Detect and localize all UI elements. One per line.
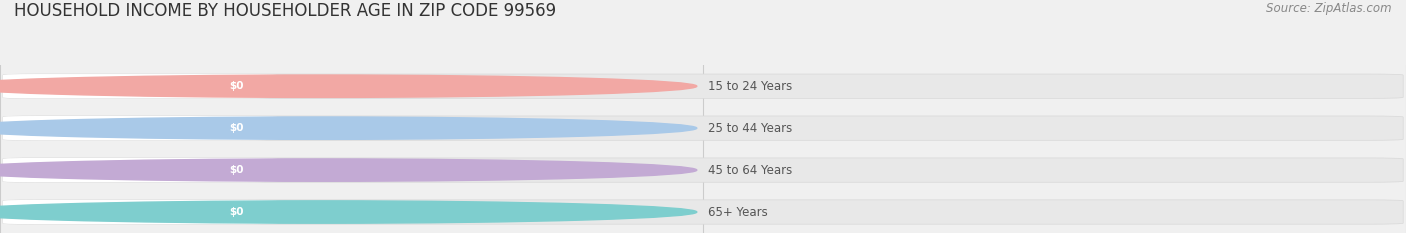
Text: $0: $0 (229, 165, 243, 175)
Circle shape (0, 75, 697, 97)
FancyBboxPatch shape (3, 158, 277, 182)
FancyBboxPatch shape (202, 160, 270, 180)
Circle shape (0, 117, 697, 139)
Circle shape (0, 201, 697, 223)
Text: 15 to 24 Years: 15 to 24 Years (709, 80, 793, 93)
FancyBboxPatch shape (3, 116, 277, 140)
FancyBboxPatch shape (3, 116, 1403, 140)
Text: $0: $0 (229, 123, 243, 133)
FancyBboxPatch shape (3, 200, 277, 224)
FancyBboxPatch shape (3, 74, 277, 98)
FancyBboxPatch shape (202, 76, 270, 96)
Text: 25 to 44 Years: 25 to 44 Years (709, 122, 793, 135)
Text: 45 to 64 Years: 45 to 64 Years (709, 164, 793, 177)
FancyBboxPatch shape (202, 118, 270, 138)
Text: $0: $0 (229, 81, 243, 91)
Text: 65+ Years: 65+ Years (709, 206, 768, 219)
Text: Source: ZipAtlas.com: Source: ZipAtlas.com (1267, 2, 1392, 15)
FancyBboxPatch shape (3, 74, 1403, 98)
FancyBboxPatch shape (3, 200, 1403, 224)
Text: HOUSEHOLD INCOME BY HOUSEHOLDER AGE IN ZIP CODE 99569: HOUSEHOLD INCOME BY HOUSEHOLDER AGE IN Z… (14, 2, 557, 20)
Circle shape (0, 159, 697, 181)
Text: $0: $0 (229, 207, 243, 217)
FancyBboxPatch shape (202, 202, 270, 222)
FancyBboxPatch shape (3, 158, 1403, 182)
